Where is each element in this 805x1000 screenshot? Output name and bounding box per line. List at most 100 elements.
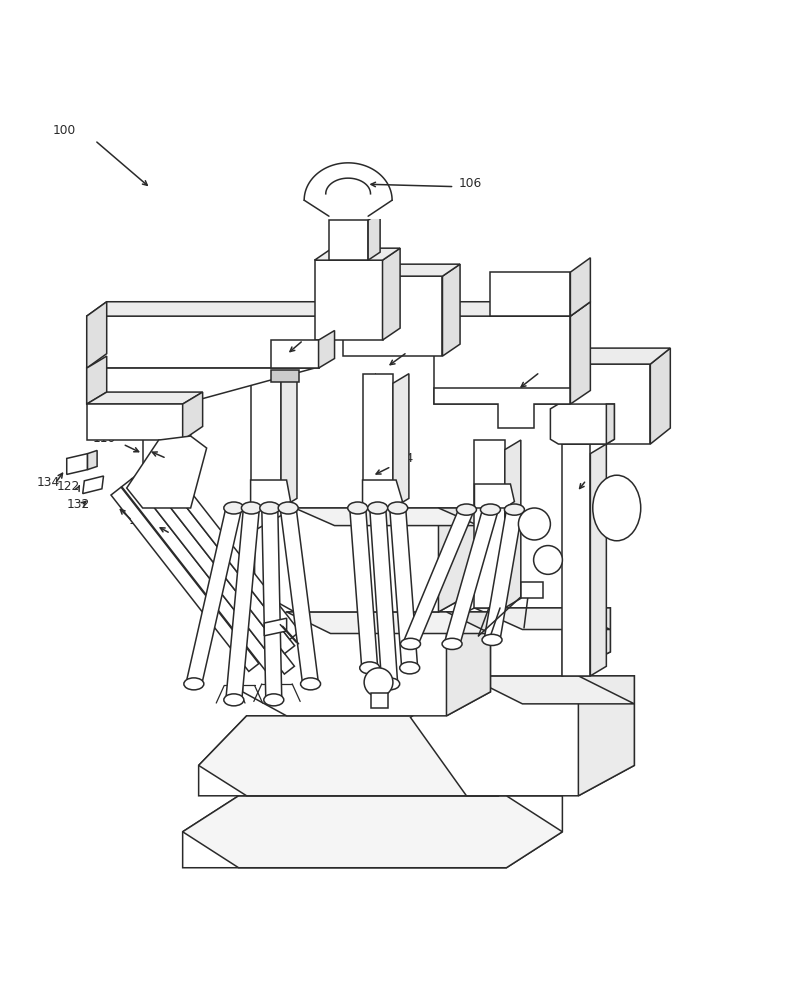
Bar (474, 440, 505, 608)
Polygon shape (142, 463, 295, 654)
Polygon shape (411, 676, 634, 796)
Polygon shape (402, 510, 474, 644)
Text: 130: 130 (129, 514, 152, 527)
Polygon shape (319, 331, 335, 368)
Polygon shape (650, 348, 671, 444)
Ellipse shape (224, 502, 244, 514)
Text: 134: 134 (36, 476, 60, 489)
Polygon shape (264, 618, 287, 636)
Bar (563, 444, 590, 676)
Polygon shape (67, 454, 88, 474)
Text: 132: 132 (67, 498, 90, 511)
Polygon shape (315, 260, 382, 340)
Ellipse shape (279, 502, 298, 514)
Polygon shape (262, 508, 282, 700)
Text: 122: 122 (57, 480, 80, 493)
Polygon shape (343, 264, 460, 276)
Polygon shape (270, 370, 299, 382)
Polygon shape (369, 508, 398, 684)
Ellipse shape (442, 638, 462, 649)
Polygon shape (474, 484, 514, 508)
Polygon shape (362, 480, 402, 508)
Polygon shape (281, 372, 297, 508)
Polygon shape (563, 608, 610, 676)
Polygon shape (87, 316, 319, 368)
Polygon shape (435, 316, 571, 404)
Polygon shape (254, 508, 478, 612)
Polygon shape (444, 510, 498, 644)
Text: 102: 102 (583, 464, 606, 477)
Ellipse shape (242, 502, 262, 514)
Polygon shape (126, 436, 207, 508)
Polygon shape (250, 480, 291, 508)
Bar (362, 374, 393, 508)
Polygon shape (287, 612, 490, 634)
Text: 110: 110 (93, 432, 116, 445)
Polygon shape (83, 476, 104, 494)
Polygon shape (490, 272, 571, 316)
Polygon shape (435, 388, 571, 428)
Polygon shape (87, 302, 107, 368)
Ellipse shape (481, 504, 501, 515)
Polygon shape (349, 508, 378, 668)
Ellipse shape (456, 504, 477, 515)
Circle shape (518, 508, 551, 540)
Bar (521, 582, 543, 598)
Ellipse shape (360, 662, 380, 674)
Polygon shape (132, 471, 295, 674)
Polygon shape (606, 404, 614, 444)
Ellipse shape (401, 638, 420, 649)
Polygon shape (183, 392, 203, 440)
Bar (250, 372, 281, 508)
Ellipse shape (482, 634, 502, 645)
Polygon shape (87, 404, 183, 440)
Polygon shape (382, 248, 400, 340)
Polygon shape (474, 608, 610, 630)
Polygon shape (87, 368, 315, 404)
Polygon shape (315, 248, 400, 260)
Ellipse shape (505, 504, 524, 515)
Ellipse shape (264, 694, 284, 706)
Polygon shape (88, 450, 97, 470)
Polygon shape (183, 796, 563, 868)
Polygon shape (199, 716, 547, 796)
Polygon shape (368, 212, 380, 260)
Polygon shape (551, 404, 614, 444)
Polygon shape (390, 508, 418, 668)
Text: 106: 106 (459, 177, 481, 190)
Circle shape (364, 668, 393, 697)
Polygon shape (427, 608, 610, 676)
Polygon shape (393, 374, 409, 508)
Ellipse shape (184, 678, 204, 690)
Polygon shape (563, 348, 671, 364)
Polygon shape (295, 508, 478, 526)
Circle shape (534, 546, 563, 574)
Polygon shape (443, 264, 460, 356)
Bar (370, 693, 388, 708)
Polygon shape (571, 258, 590, 316)
Polygon shape (183, 796, 563, 868)
Polygon shape (226, 508, 259, 700)
Ellipse shape (380, 678, 400, 690)
Text: 120: 120 (159, 450, 183, 463)
Text: 104: 104 (390, 452, 414, 465)
Polygon shape (590, 444, 606, 676)
Polygon shape (563, 364, 650, 444)
Polygon shape (122, 479, 279, 676)
Text: 113: 113 (537, 356, 560, 369)
Text: 112: 112 (406, 338, 429, 351)
Polygon shape (87, 356, 107, 404)
Polygon shape (578, 676, 634, 796)
Ellipse shape (224, 694, 244, 706)
Polygon shape (242, 612, 490, 716)
Polygon shape (435, 302, 590, 316)
Ellipse shape (592, 475, 641, 541)
Polygon shape (329, 220, 368, 260)
Ellipse shape (260, 502, 280, 514)
Ellipse shape (400, 662, 419, 674)
Polygon shape (152, 455, 299, 639)
Text: 124: 124 (163, 526, 186, 539)
Text: 100: 100 (52, 124, 76, 137)
Polygon shape (111, 487, 259, 671)
Bar (142, 376, 175, 508)
